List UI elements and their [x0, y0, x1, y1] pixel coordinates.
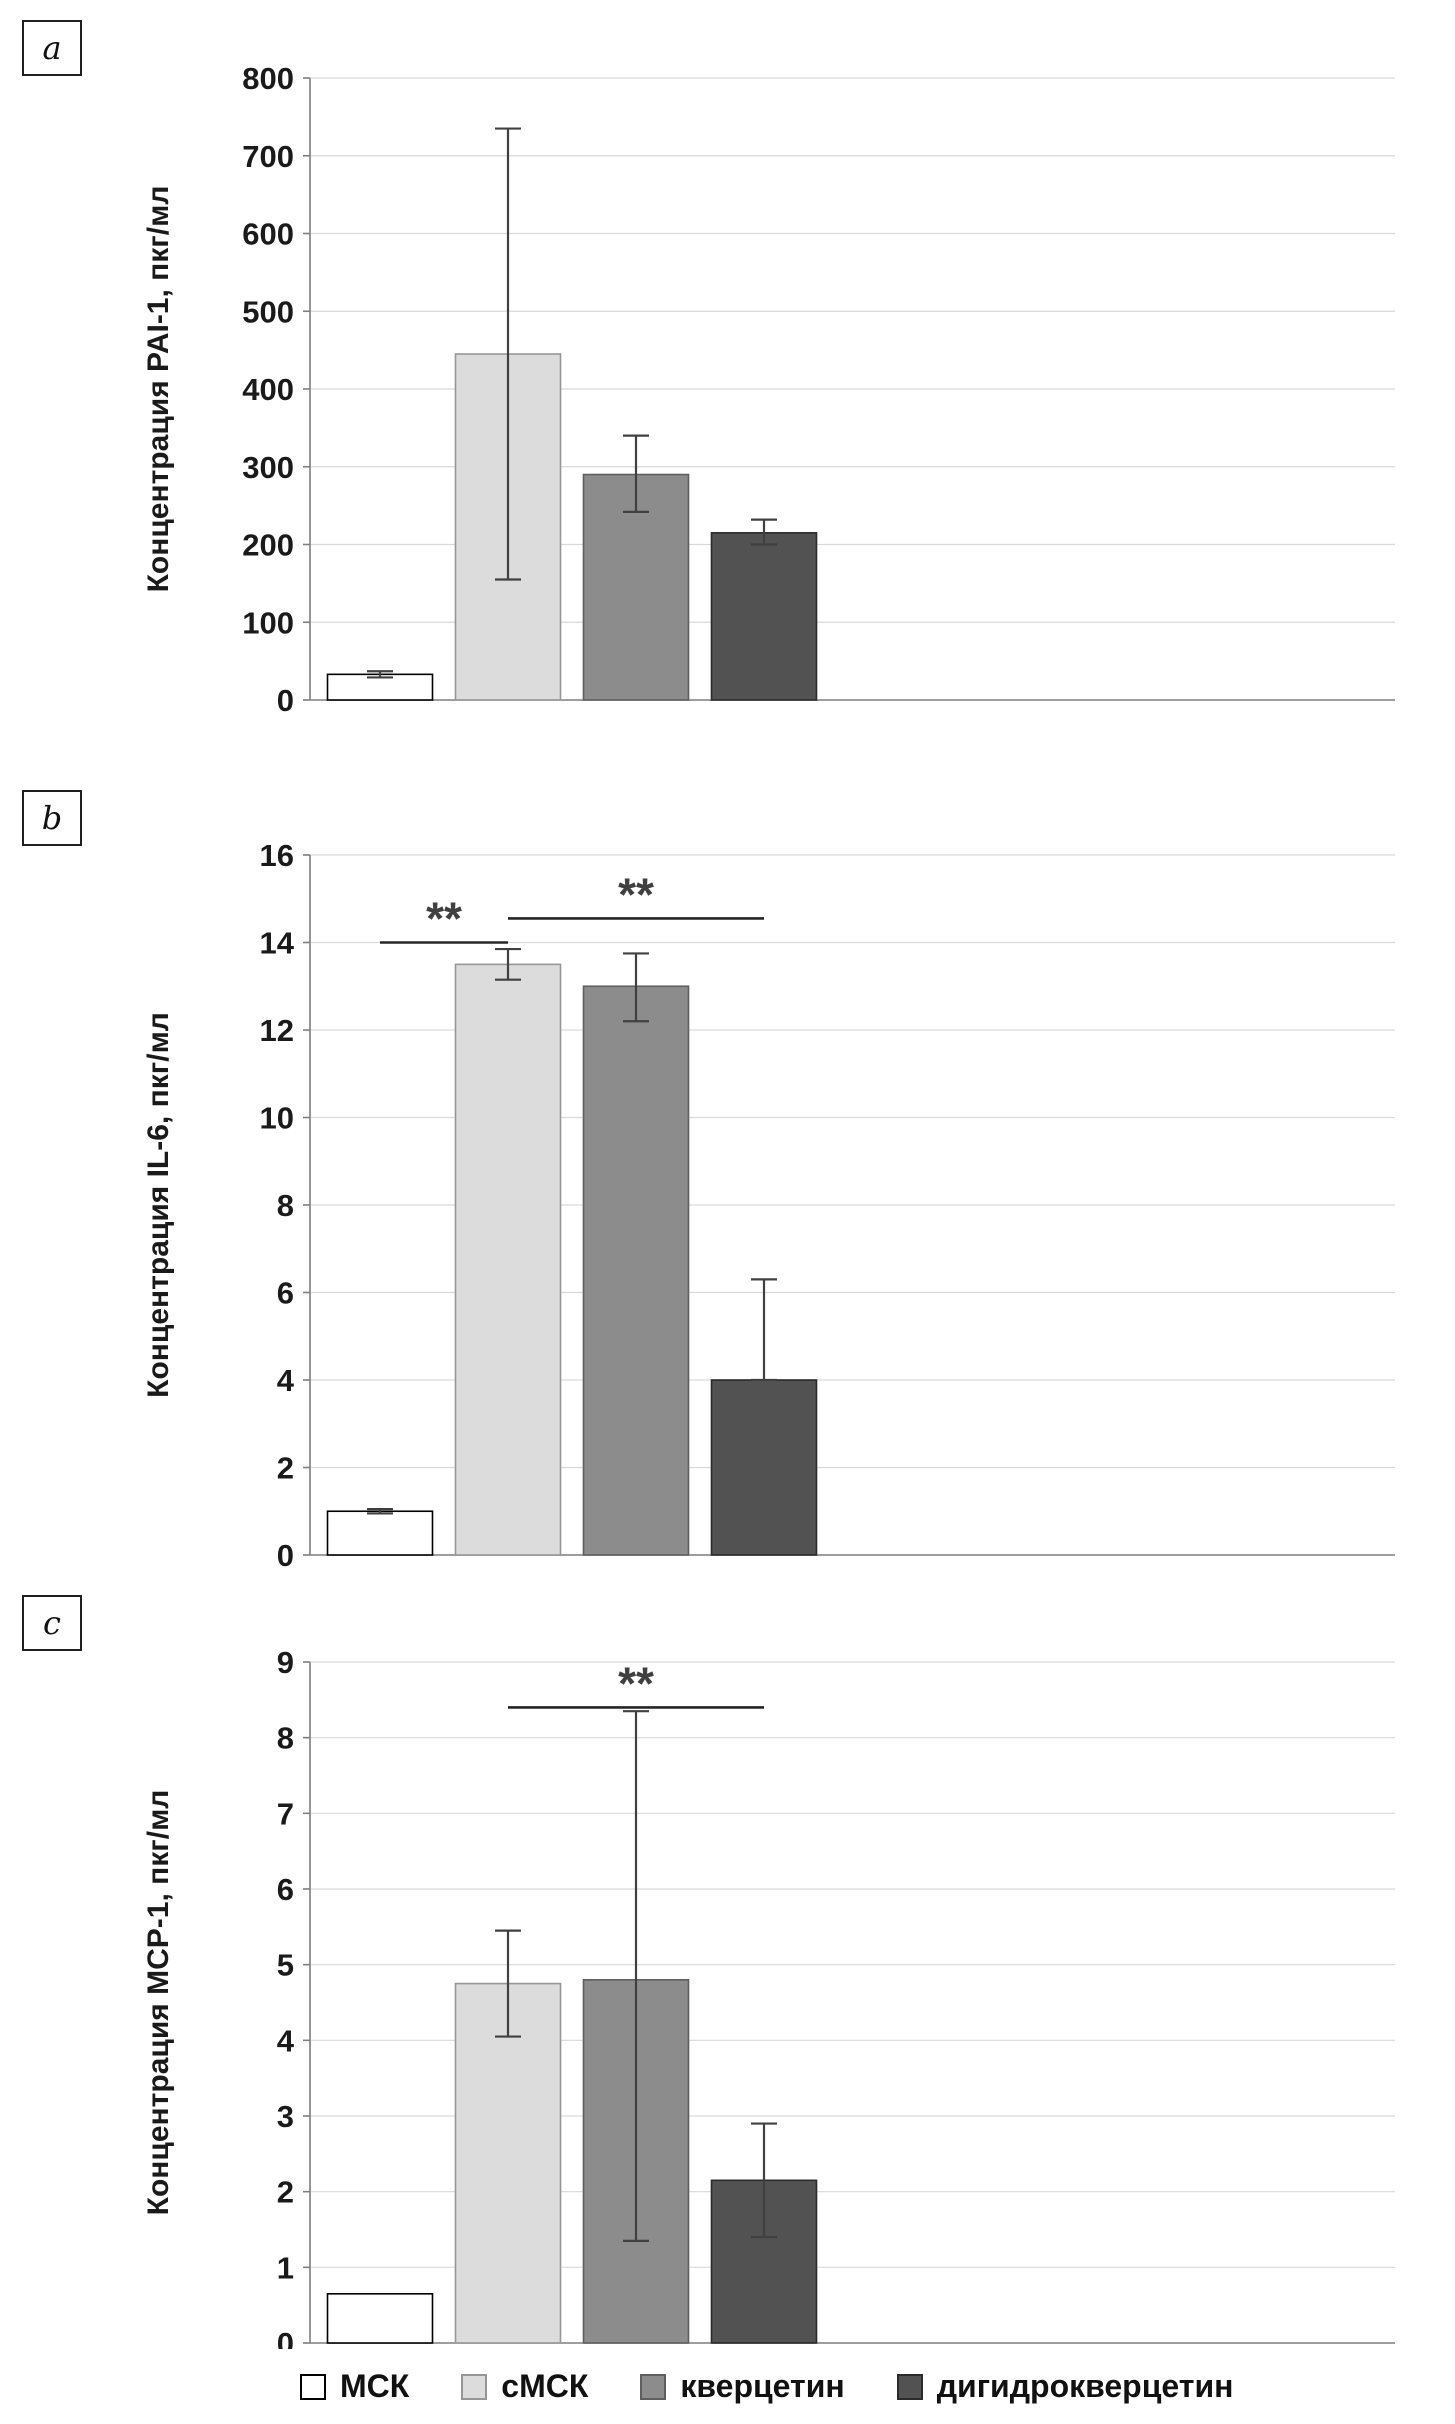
- significance-stars: **: [426, 893, 462, 945]
- y-tick-label: 5: [277, 1948, 294, 1983]
- panel-letter-b: b: [41, 799, 63, 837]
- y-tick-label: 10: [260, 1101, 294, 1136]
- y-tick-label: 0: [277, 2326, 294, 2349]
- legend-item: сМСК: [461, 2368, 588, 2405]
- y-tick-label: 7: [277, 1796, 294, 1831]
- y-tick-label: 14: [260, 926, 295, 961]
- y-tick-label: 8: [277, 1721, 294, 1756]
- bar-дигидрокверцетин: [710, 532, 818, 701]
- y-tick-label: 3: [277, 2099, 294, 2134]
- significance-stars: **: [618, 1657, 654, 1709]
- y-tick-label: 12: [260, 1013, 294, 1048]
- legend-label: дигидрокверцетин: [936, 2368, 1234, 2404]
- legend-item: МСК: [300, 2368, 409, 2405]
- panel-letter-c: c: [43, 1604, 61, 1642]
- y-tick-label: 6: [277, 1276, 294, 1311]
- legend-swatch-icon: [640, 2373, 667, 2400]
- y-tick-label: 400: [242, 372, 294, 407]
- y-tick-label: 0: [277, 1538, 294, 1570]
- y-tick-label: 100: [242, 605, 294, 640]
- y-tick-label: 600: [242, 217, 294, 252]
- y-axis-title: Концентрация PAI-1, пкг/мл: [142, 186, 175, 593]
- y-axis-title: Концентрация IL-6, пкг/мл: [142, 1012, 175, 1398]
- y-tick-label: 800: [242, 61, 294, 96]
- panel-a: a 0 100 200 300 400 500 600 700 800 Концентрация …: [0, 0, 1455, 765]
- y-tick-label: 1: [277, 2250, 294, 2285]
- y-tick-label: 4: [277, 1363, 295, 1398]
- panel-label-box-c: c: [22, 1595, 82, 1651]
- significance-stars: **: [618, 868, 654, 920]
- y-tick-label: 700: [242, 139, 294, 174]
- legend-swatch-icon: [300, 2373, 326, 2400]
- chart-mcp1: 0 1 2 3 4 5 6 7 8 9 Концентрация MCP-1, пкг/мл **: [142, 1645, 1395, 2349]
- y-tick-label: 16: [260, 838, 294, 873]
- legend-swatch-icon: [896, 2373, 923, 2400]
- y-tick-label: 2: [277, 1451, 294, 1486]
- panel-label-box-a: a: [22, 20, 82, 76]
- legend-label: МСК: [340, 2368, 410, 2404]
- legend-swatch-icon: [461, 2373, 488, 2400]
- y-tick-label: 500: [242, 294, 294, 329]
- chart-legend: МСК сМСК кверцетин дигидрокверцетин: [0, 2349, 1455, 2424]
- y-tick-label: 9: [277, 1645, 294, 1680]
- bar-МСК: [326, 2293, 434, 2344]
- y-tick-label: 200: [242, 528, 294, 563]
- y-tick-label: 6: [277, 1872, 294, 1907]
- bar-сМСК: [454, 1982, 562, 2344]
- y-axis-title: Концентрация MCP-1, пкг/мл: [142, 1790, 175, 2216]
- panel-label-box-b: b: [22, 790, 82, 846]
- y-tick-label: 300: [242, 450, 294, 485]
- legend-item: дигидрокверцетин: [896, 2368, 1234, 2405]
- bar-сМСК: [454, 963, 562, 1556]
- y-tick-label: 0: [277, 683, 294, 718]
- chart-il6: 0 2 4 6 8 10 12 14 16 Концентрация IL-6, пкг/мл **…: [142, 838, 1395, 1570]
- chart-pai1: 0 100 200 300 400 500 600 700 800 Концентрация PA…: [142, 61, 1395, 718]
- legend-label: кверцетин: [680, 2368, 845, 2404]
- legend-item: кверцетин: [640, 2368, 845, 2405]
- bar-МСК: [326, 1510, 434, 1556]
- bar-дигидрокверцетин: [710, 1379, 818, 1556]
- panel-b: b 0 2 4 6 8 10 12 14 16 Концентрация IL-6, пкг/мл…: [0, 765, 1455, 1570]
- bar-кверцетин: [582, 985, 690, 1556]
- legend-label: сМСК: [501, 2368, 589, 2404]
- panel-c: c 0 1 2 3 4 5 6 7 8 9 Концентрация MCP-1, пкг/мл **: [0, 1570, 1455, 2349]
- panel-letter-a: a: [42, 29, 62, 67]
- y-tick-label: 4: [277, 2023, 295, 2058]
- y-tick-label: 2: [277, 2175, 294, 2210]
- y-tick-label: 8: [277, 1188, 294, 1223]
